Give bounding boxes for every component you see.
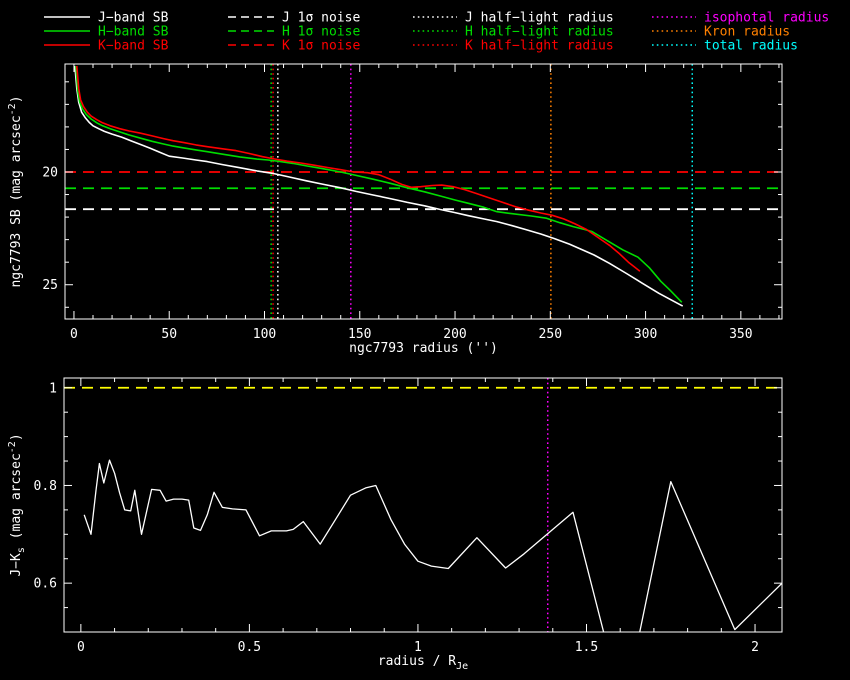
x-tick-label: 300: [634, 327, 657, 342]
axes-frame: [64, 63, 783, 320]
legend-label-h-1-noise: H 1σ noise: [282, 25, 360, 40]
x-tick-label: 150: [348, 327, 371, 342]
legend-label-h-band-sb: H−band SB: [98, 25, 169, 40]
y-tick-label: 25: [42, 278, 58, 293]
y-axis-title-1: J−Ks (mag arcsec-2): [7, 433, 27, 576]
legend-label-k-band-sb: K−band SB: [98, 39, 169, 54]
y-axis-title-0: ngc7793 SB (mag arcsec-2): [7, 95, 24, 287]
legend-label-k-half-light-radius: K half−light radius: [465, 39, 614, 54]
x-tick-label: 200: [443, 327, 466, 342]
y-tick-label: 0.6: [34, 577, 57, 592]
series-j-ks: [83, 459, 782, 632]
legend-label-j-half-light-radius: J half−light radius: [465, 11, 614, 26]
x-axis-title-1: radius / RJe: [378, 654, 468, 672]
x-tick-label: 350: [729, 327, 752, 342]
x-axis-title-0: ngc7793 radius (''): [349, 341, 498, 356]
y-tick-label: 1: [49, 381, 57, 396]
legend-label-isophotal-radius: isophotal radius: [704, 11, 829, 26]
legend-label-h-half-light-radius: H half−light radius: [465, 25, 614, 40]
x-tick-label: 1: [414, 640, 422, 655]
chart-ngc7793-surface-brightness-profile: 0 50 100 150 200 250 300 350 20 25 ngc7793 radius …: [7, 63, 783, 356]
series-h-band-sb: [75, 65, 683, 303]
legend-label-kron-radius: Kron radius: [704, 25, 790, 40]
x-tick-label: 250: [539, 327, 562, 342]
axes-frame: [63, 377, 783, 633]
x-tick-label: 0: [70, 327, 78, 342]
y-tick-label: 20: [42, 165, 58, 180]
legend-label-k-1-noise: K 1σ noise: [282, 39, 360, 54]
legend-label-j-1-noise: J 1σ noise: [282, 11, 360, 26]
legend-label-total-radius: total radius: [704, 39, 798, 54]
x-tick-label: 0.5: [238, 640, 261, 655]
x-tick-label: 100: [253, 327, 276, 342]
legend-label-j-band-sb: J−band SB: [98, 11, 169, 26]
x-tick-label: 50: [161, 327, 177, 342]
series-j-band-sb: [74, 65, 684, 307]
x-tick-label: 0: [77, 640, 85, 655]
y-tick-label: 0.8: [34, 479, 57, 494]
x-tick-label: 2: [751, 640, 759, 655]
series-k-band-sb: [76, 65, 641, 272]
x-tick-label: 1.5: [575, 640, 598, 655]
